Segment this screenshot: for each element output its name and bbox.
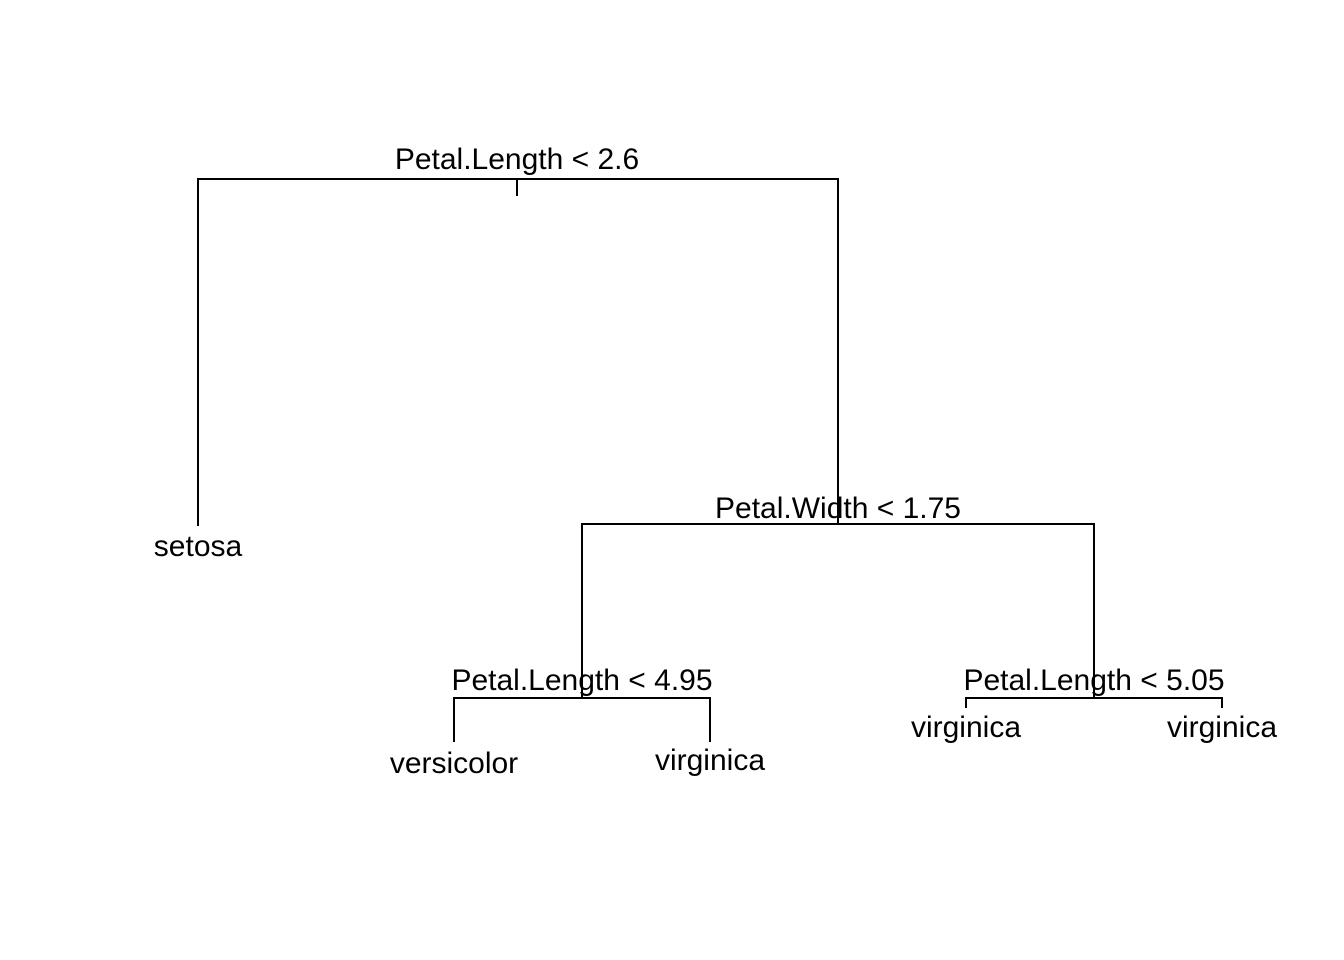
leaf-virginica-label: virginica	[1167, 711, 1277, 744]
petal-width-split-label: Petal.Width < 1.75	[715, 492, 961, 525]
petal-length-495-split-label: Petal.Length < 4.95	[451, 664, 712, 697]
root-split-label: Petal.Length < 2.6	[395, 143, 639, 176]
petal-length-505-split-branches	[965, 697, 1223, 708]
leaf-setosa-label: setosa	[154, 530, 243, 563]
leaf-virginica-label: virginica	[911, 711, 1021, 744]
petal-length-505-split-label: Petal.Length < 5.05	[963, 664, 1224, 697]
petal-length-495-split-branches	[453, 697, 711, 742]
root-split-branches	[197, 178, 839, 526]
leaf-versicolor-label: versicolor	[390, 747, 518, 780]
leaf-virginica-label: virginica	[655, 744, 765, 777]
petal-width-split-branches	[581, 523, 1095, 698]
